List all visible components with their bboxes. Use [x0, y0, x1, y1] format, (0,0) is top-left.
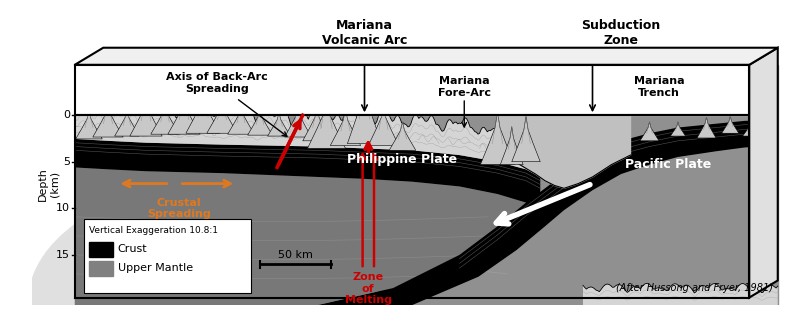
- Text: 10: 10: [56, 203, 70, 213]
- Polygon shape: [206, 100, 238, 133]
- Circle shape: [355, 69, 370, 84]
- Polygon shape: [74, 167, 540, 305]
- Polygon shape: [74, 65, 750, 115]
- Polygon shape: [307, 99, 346, 148]
- Polygon shape: [89, 260, 113, 276]
- Text: Vertical Exaggeration 10.8:1: Vertical Exaggeration 10.8:1: [89, 226, 218, 235]
- Text: Crustal
Spreading: Crustal Spreading: [147, 198, 211, 219]
- Text: Zone
of
Melting: Zone of Melting: [345, 272, 392, 305]
- Polygon shape: [168, 98, 200, 134]
- Polygon shape: [130, 98, 162, 136]
- Polygon shape: [285, 107, 311, 137]
- Circle shape: [361, 61, 372, 72]
- Polygon shape: [512, 116, 540, 162]
- Polygon shape: [93, 104, 123, 137]
- Polygon shape: [76, 110, 102, 139]
- Polygon shape: [722, 116, 739, 133]
- Polygon shape: [84, 219, 250, 293]
- Polygon shape: [228, 106, 254, 134]
- Text: Philippine Plate: Philippine Plate: [347, 153, 458, 166]
- Polygon shape: [742, 125, 756, 136]
- Text: 5: 5: [63, 157, 70, 167]
- Polygon shape: [186, 93, 220, 133]
- Polygon shape: [241, 120, 778, 305]
- Polygon shape: [302, 108, 331, 141]
- Polygon shape: [248, 109, 272, 135]
- Polygon shape: [74, 139, 540, 212]
- Polygon shape: [583, 283, 778, 305]
- Ellipse shape: [27, 187, 378, 313]
- Polygon shape: [500, 126, 523, 165]
- Polygon shape: [74, 48, 778, 65]
- Polygon shape: [480, 112, 514, 165]
- Polygon shape: [347, 82, 382, 144]
- Text: Mariana
Trench: Mariana Trench: [634, 76, 684, 98]
- Text: Crust: Crust: [118, 244, 147, 254]
- Text: Upper Mantle: Upper Mantle: [118, 263, 193, 273]
- Circle shape: [350, 72, 361, 84]
- Text: Pacific Plate: Pacific Plate: [626, 158, 712, 171]
- Text: 50 km: 50 km: [278, 250, 313, 260]
- Polygon shape: [74, 65, 778, 305]
- Text: Axis of Back-Arc
Spreading: Axis of Back-Arc Spreading: [166, 72, 268, 94]
- Polygon shape: [89, 242, 113, 257]
- Polygon shape: [267, 112, 290, 136]
- Circle shape: [365, 66, 378, 79]
- Text: (After Hussong and Fryer, 1981): (After Hussong and Fryer, 1981): [616, 283, 773, 293]
- Polygon shape: [697, 117, 716, 138]
- Polygon shape: [750, 48, 778, 298]
- Polygon shape: [74, 102, 540, 177]
- Polygon shape: [390, 122, 416, 150]
- Polygon shape: [368, 106, 398, 146]
- Polygon shape: [761, 119, 776, 134]
- Text: Mariana
Fore-Arc: Mariana Fore-Arc: [438, 76, 490, 98]
- Polygon shape: [330, 110, 361, 146]
- Polygon shape: [150, 104, 179, 134]
- Text: 0: 0: [63, 110, 70, 120]
- Text: Mariana
Volcanic Arc: Mariana Volcanic Arc: [322, 19, 407, 47]
- Polygon shape: [498, 115, 630, 188]
- Text: Depth
(km): Depth (km): [38, 167, 60, 201]
- Polygon shape: [114, 110, 139, 136]
- Polygon shape: [640, 122, 659, 141]
- Polygon shape: [670, 122, 686, 136]
- Text: Subduction
Zone: Subduction Zone: [582, 19, 661, 47]
- Text: 15: 15: [56, 250, 70, 260]
